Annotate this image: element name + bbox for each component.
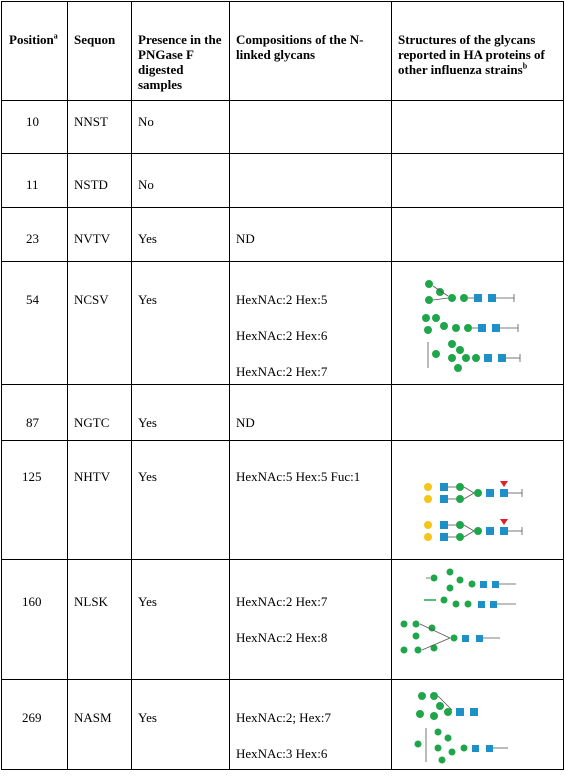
composition-line: HexNAc:2 Hex:5	[236, 292, 328, 307]
sequon-cell: NSTD	[67, 153, 132, 208]
presence-cell: No	[131, 153, 230, 208]
glycan-structure-icon	[414, 728, 508, 764]
composition-line: HexNAc:2 Hex:8	[236, 630, 328, 645]
header-compositions: Compositions of the N-linked glycans	[229, 1, 392, 101]
table-row: 23 NVTV Yes ND	[1, 207, 564, 262]
structures-cell	[391, 207, 564, 262]
sequon-cell: NCSV	[67, 261, 132, 385]
position-cell: 23	[1, 207, 68, 262]
table-row: 54 NCSV Yes HexNAc:2 Hex:5 HexNAc:2 Hex:…	[1, 261, 564, 385]
glycan-structures-160	[400, 568, 516, 654]
table-row: 11 NSTD No	[1, 153, 564, 208]
structures-cell	[391, 100, 564, 154]
glycan-structure-icon	[424, 481, 523, 503]
glycan-structure-icon	[416, 692, 478, 720]
glycan-structures-125	[424, 481, 523, 541]
compositions-cell: HexNAc:2 Hex:7 HexNAc:2 Hex:8	[229, 559, 392, 680]
sequon-cell: NHTV	[67, 440, 132, 560]
presence-cell: Yes	[131, 679, 230, 770]
position-cell: 10	[1, 100, 68, 154]
position-cell: 54	[1, 261, 68, 385]
glycan-structure-icon	[400, 620, 500, 654]
sequon-cell: NNST	[67, 100, 132, 154]
glycan-structure-icon	[424, 596, 516, 608]
presence-cell: Yes	[131, 559, 230, 680]
presence-cell: Yes	[131, 384, 230, 441]
structures-cell	[391, 440, 564, 560]
compositions-cell: HexNAc:2 Hex:5 HexNAc:2 Hex:6 HexNAc:2 H…	[229, 261, 392, 385]
table-row: 10 NNST No	[1, 100, 564, 154]
compositions-cell: ND	[229, 384, 392, 441]
table-row: 269 NASM Yes HexNAc:2; Hex:7 HexNAc:3 He…	[1, 679, 564, 770]
presence-cell: Yes	[131, 207, 230, 262]
position-cell: 160	[1, 559, 68, 680]
sequon-cell: NASM	[67, 679, 132, 770]
table-row: 160 NLSK Yes HexNAc:2 Hex:7 HexNAc:2 Hex…	[1, 559, 564, 680]
composition-line: HexNAc:3 Hex:6	[236, 746, 328, 761]
sequon-cell: NVTV	[67, 207, 132, 262]
compositions-cell	[229, 153, 392, 208]
header-sequon: Sequon	[67, 1, 132, 101]
glycan-structure-icon	[426, 568, 516, 592]
header-structures: Structures of the glycans reported in HA…	[391, 1, 564, 101]
composition-line: HexNAc:2 Hex:6	[236, 328, 328, 343]
glycan-structure-icon	[427, 340, 521, 372]
compositions-cell: HexNAc:2; Hex:7 HexNAc:3 Hex:6	[229, 679, 392, 770]
header-position: Positiona	[1, 1, 68, 101]
glycan-structure-icon	[424, 519, 523, 541]
glycan-structure-icon	[425, 280, 515, 304]
structures-cell	[391, 559, 564, 680]
position-cell: 125	[1, 440, 68, 560]
structures-cell	[391, 679, 564, 770]
position-cell: 269	[1, 679, 68, 770]
structures-cell	[391, 261, 564, 385]
position-cell: 87	[1, 384, 68, 441]
composition-line: HexNAc:2 Hex:7	[236, 594, 328, 609]
compositions-cell: HexNAc:5 Hex:5 Fuc:1	[229, 440, 392, 560]
header-row: Positiona Sequon Presence in the PNGase …	[1, 1, 564, 101]
structures-cell	[391, 384, 564, 441]
sequon-cell: NGTC	[67, 384, 132, 441]
position-cell: 11	[1, 153, 68, 208]
sequon-cell: NLSK	[67, 559, 132, 680]
header-presence: Presence in the PNGase F digested sample…	[131, 1, 230, 101]
presence-cell: No	[131, 100, 230, 154]
compositions-cell: ND	[229, 207, 392, 262]
composition-line: HexNAc:2; Hex:7	[236, 710, 331, 725]
glycan-structure-icon	[422, 314, 519, 334]
composition-line: HexNAc:2 Hex:7	[236, 364, 328, 379]
presence-cell: Yes	[131, 261, 230, 385]
compositions-cell	[229, 100, 392, 154]
glycan-structures-54	[422, 280, 521, 372]
table-row: 125 NHTV Yes HexNAc:5 Hex:5 Fuc:1	[1, 440, 564, 560]
structures-cell	[391, 153, 564, 208]
presence-cell: Yes	[131, 440, 230, 560]
glycan-structures-269	[414, 692, 508, 764]
table-row: 87 NGTC Yes ND	[1, 384, 564, 441]
